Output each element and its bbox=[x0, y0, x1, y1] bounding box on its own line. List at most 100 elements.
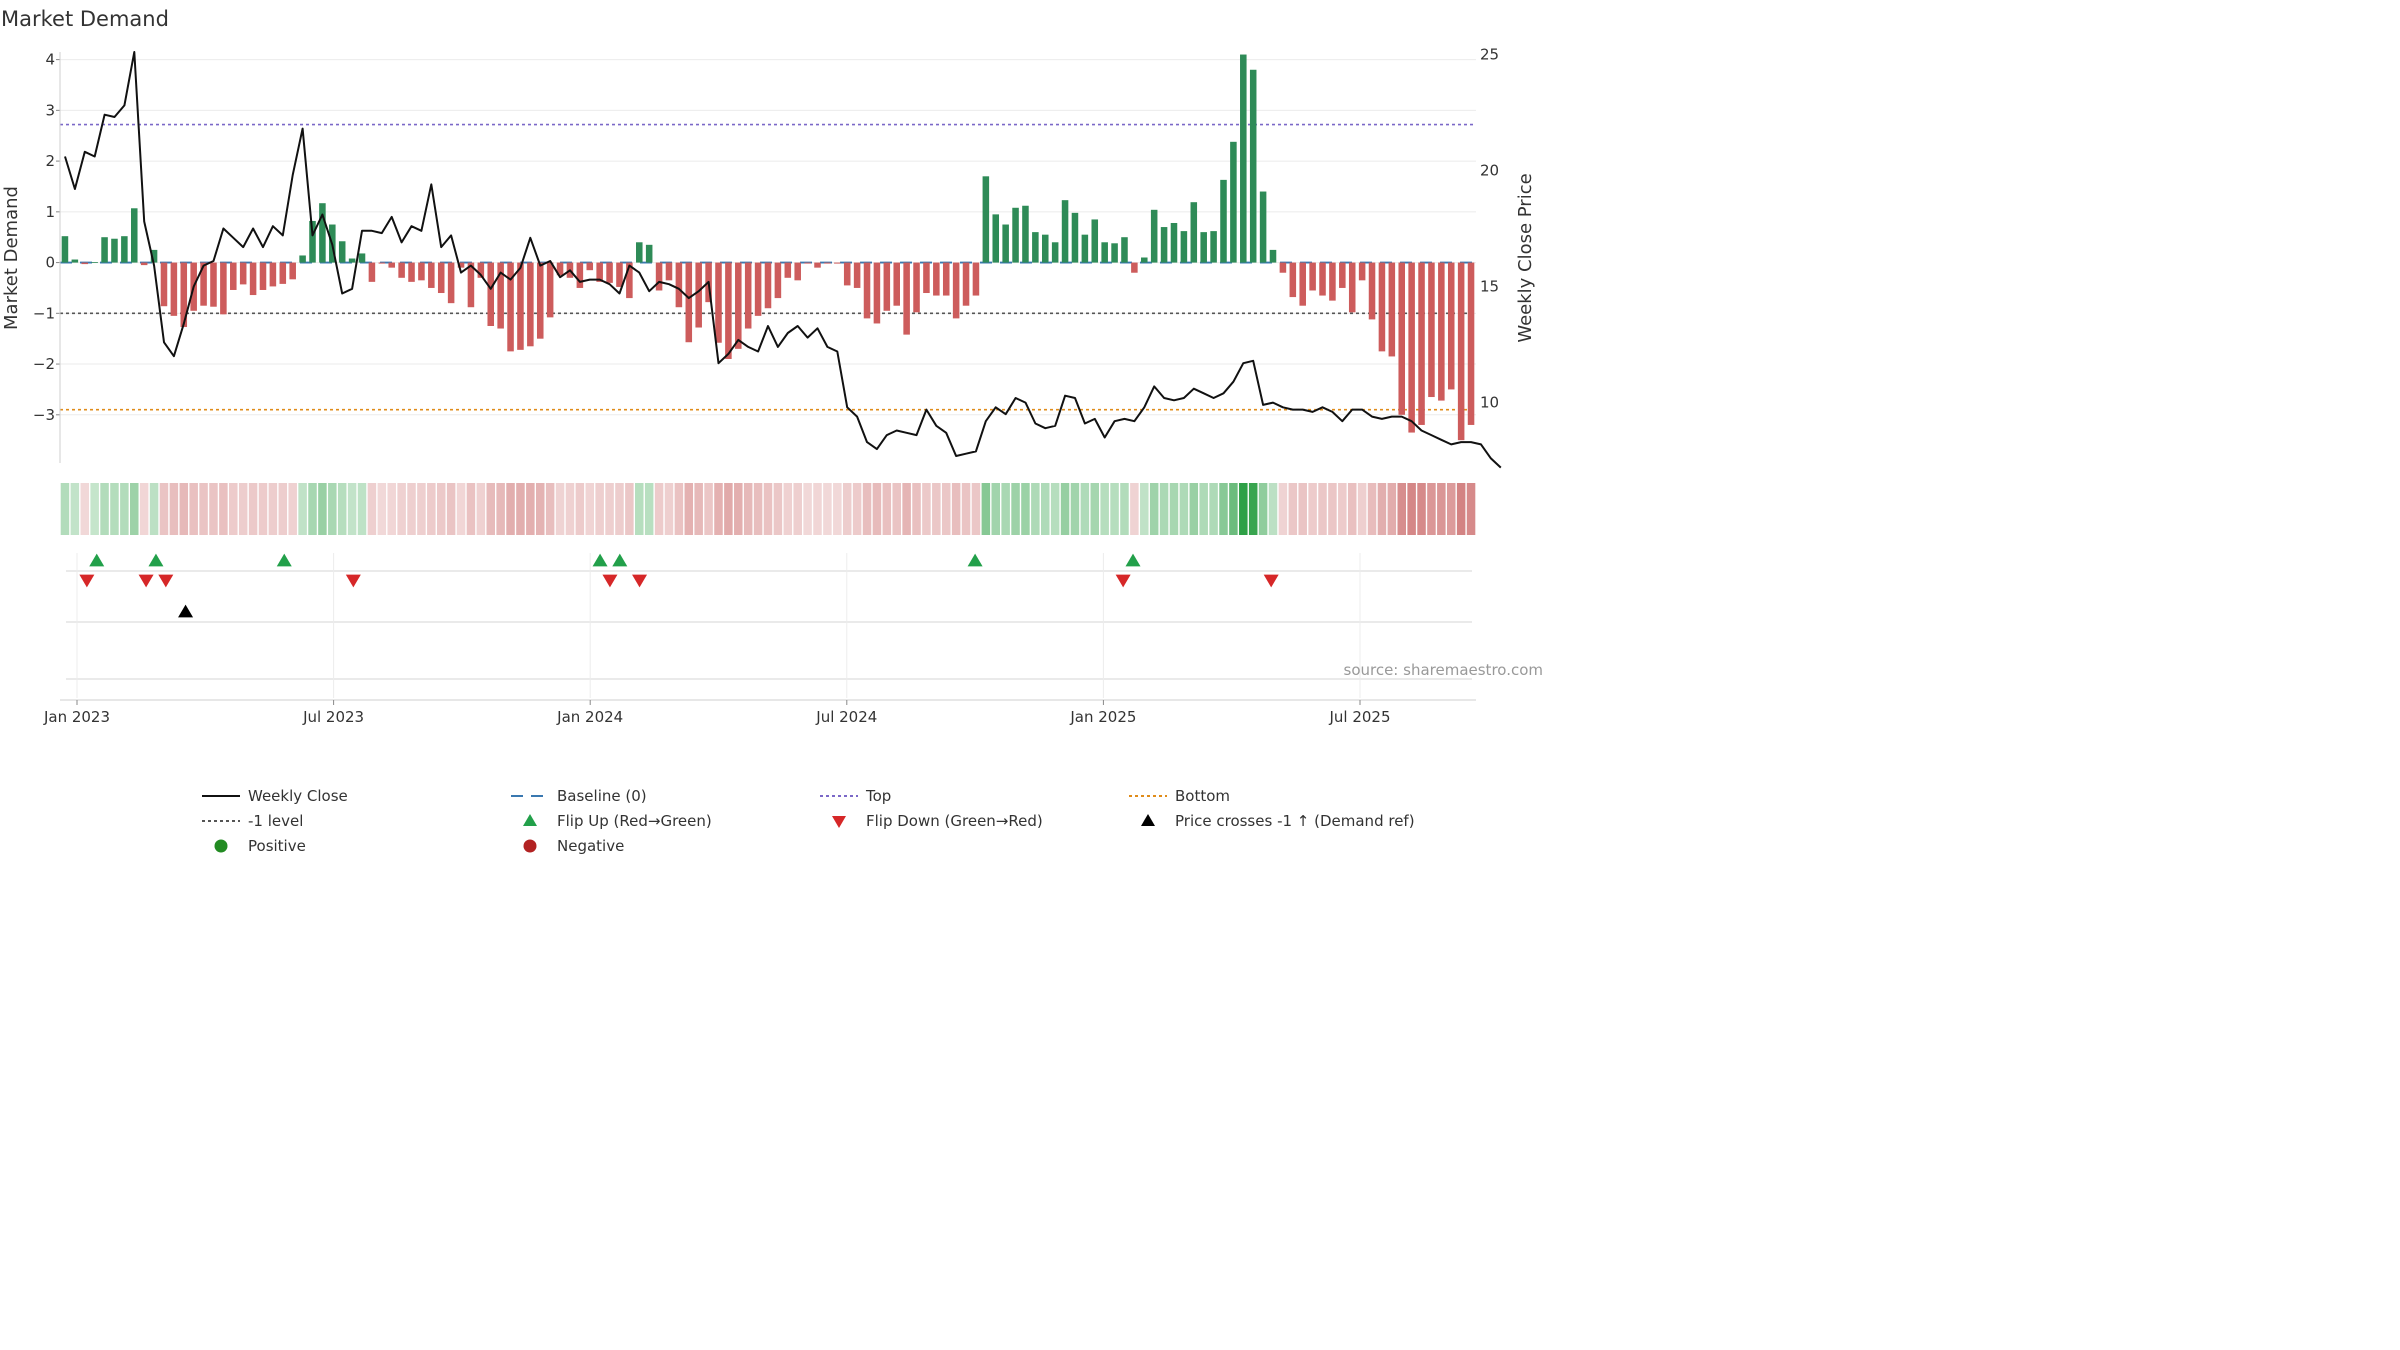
heat-cell bbox=[1149, 483, 1159, 535]
heat-cell bbox=[842, 483, 852, 535]
heat-cell bbox=[654, 483, 664, 535]
demand-bar bbox=[220, 262, 227, 315]
demand-bar bbox=[1358, 262, 1366, 281]
heat-cell bbox=[496, 483, 505, 535]
left-axis-label: Market Demand bbox=[1, 186, 22, 330]
demand-bar bbox=[853, 262, 861, 288]
heat-cell bbox=[159, 483, 169, 535]
flip-up-marker bbox=[967, 553, 983, 567]
demand-bar bbox=[160, 262, 168, 307]
demand-bar bbox=[1210, 231, 1217, 263]
heat-cell bbox=[1407, 483, 1416, 535]
demand-bar bbox=[527, 262, 534, 347]
heat-cell bbox=[922, 483, 931, 535]
heat-cell bbox=[238, 483, 248, 535]
demand-bar bbox=[1398, 262, 1406, 415]
demand-bar bbox=[873, 262, 881, 324]
heat-cell bbox=[1229, 483, 1238, 535]
heat-cell bbox=[981, 483, 991, 535]
demand-bar bbox=[259, 262, 267, 290]
heat-cell bbox=[1318, 483, 1327, 535]
demand-bar bbox=[715, 262, 722, 343]
heat-cell bbox=[1011, 483, 1020, 535]
demand-bar bbox=[1269, 249, 1277, 263]
heat-cell bbox=[704, 483, 713, 535]
heat-cell bbox=[694, 483, 703, 535]
demand-bar bbox=[61, 236, 69, 263]
heat-cell bbox=[565, 483, 575, 535]
heat-cell bbox=[1397, 483, 1406, 535]
heat-cell bbox=[793, 483, 802, 535]
heat-cell bbox=[872, 483, 882, 535]
heat-cell bbox=[1456, 483, 1466, 535]
heat-cell bbox=[783, 483, 793, 535]
x-tick-label: Jul 2024 bbox=[815, 708, 877, 726]
demand-bar bbox=[200, 262, 207, 306]
heat-cell bbox=[1090, 483, 1100, 535]
heat-cell bbox=[595, 483, 604, 535]
heat-cell bbox=[476, 483, 486, 535]
demand-bar bbox=[992, 214, 1000, 263]
flip-down-marker bbox=[79, 574, 95, 588]
heat-cell bbox=[1219, 483, 1228, 535]
demand-bar bbox=[1299, 262, 1306, 306]
heat-cell bbox=[1268, 483, 1278, 535]
demand-bar bbox=[1309, 262, 1316, 291]
legend-bottom-label: Bottom bbox=[1175, 787, 1230, 805]
demand-bar bbox=[1012, 207, 1019, 263]
flip-down-marker bbox=[138, 574, 154, 588]
heat-cell bbox=[110, 483, 119, 535]
heat-cell bbox=[1159, 483, 1169, 535]
demand-bar bbox=[645, 244, 653, 263]
demand-bar bbox=[140, 262, 148, 266]
heat-cell bbox=[308, 483, 317, 535]
heat-cell bbox=[1387, 483, 1397, 535]
flip-up-marker bbox=[612, 553, 628, 567]
demand-bar bbox=[1428, 262, 1435, 398]
demand-bar bbox=[863, 262, 871, 319]
demand-bar bbox=[210, 262, 217, 307]
demand-bar bbox=[368, 262, 376, 282]
heat-cell bbox=[149, 483, 159, 535]
heat-cell bbox=[516, 483, 525, 535]
heat-cell bbox=[1367, 483, 1377, 535]
demand-bar bbox=[843, 262, 851, 286]
demand-bar bbox=[1150, 209, 1158, 263]
demand-bar bbox=[319, 203, 326, 263]
demand-bar bbox=[299, 255, 306, 263]
left-tick-label: 2 bbox=[45, 152, 55, 170]
right-tick-label: 25 bbox=[1480, 45, 1499, 63]
demand-bar bbox=[1180, 231, 1188, 263]
heat-cell bbox=[535, 483, 545, 535]
x-tick-label: Jan 2025 bbox=[1069, 708, 1136, 726]
demand-bar bbox=[378, 262, 386, 264]
legend-positive-label: Positive bbox=[248, 837, 306, 855]
demand-bar bbox=[893, 262, 900, 306]
demand-bar bbox=[309, 220, 316, 263]
demand-bar bbox=[1190, 202, 1198, 263]
demand-bar bbox=[487, 262, 495, 326]
heat-cell bbox=[278, 483, 288, 535]
demand-bar bbox=[279, 262, 287, 284]
heat-cell bbox=[60, 483, 70, 535]
heat-cell bbox=[1427, 483, 1436, 535]
demand-bar bbox=[1368, 262, 1376, 320]
demand-bar bbox=[942, 262, 950, 296]
demand-bar bbox=[1002, 224, 1009, 263]
demand-bar bbox=[150, 249, 158, 263]
demand-bar bbox=[1249, 69, 1257, 263]
heat-cell bbox=[288, 483, 297, 535]
heat-cell bbox=[833, 483, 842, 535]
demand-bar bbox=[824, 262, 831, 264]
heat-cell bbox=[100, 483, 109, 535]
x-tick-label: Jul 2023 bbox=[302, 708, 364, 726]
heat-cell bbox=[882, 483, 892, 535]
demand-bar bbox=[536, 262, 544, 339]
heat-cell bbox=[1199, 483, 1208, 535]
demand-bar bbox=[606, 262, 613, 283]
heat-cell bbox=[526, 483, 535, 535]
demand-bar bbox=[457, 262, 465, 268]
heat-cell bbox=[1357, 483, 1367, 535]
flip-down-marker bbox=[632, 574, 648, 588]
demand-bar bbox=[1170, 222, 1178, 263]
